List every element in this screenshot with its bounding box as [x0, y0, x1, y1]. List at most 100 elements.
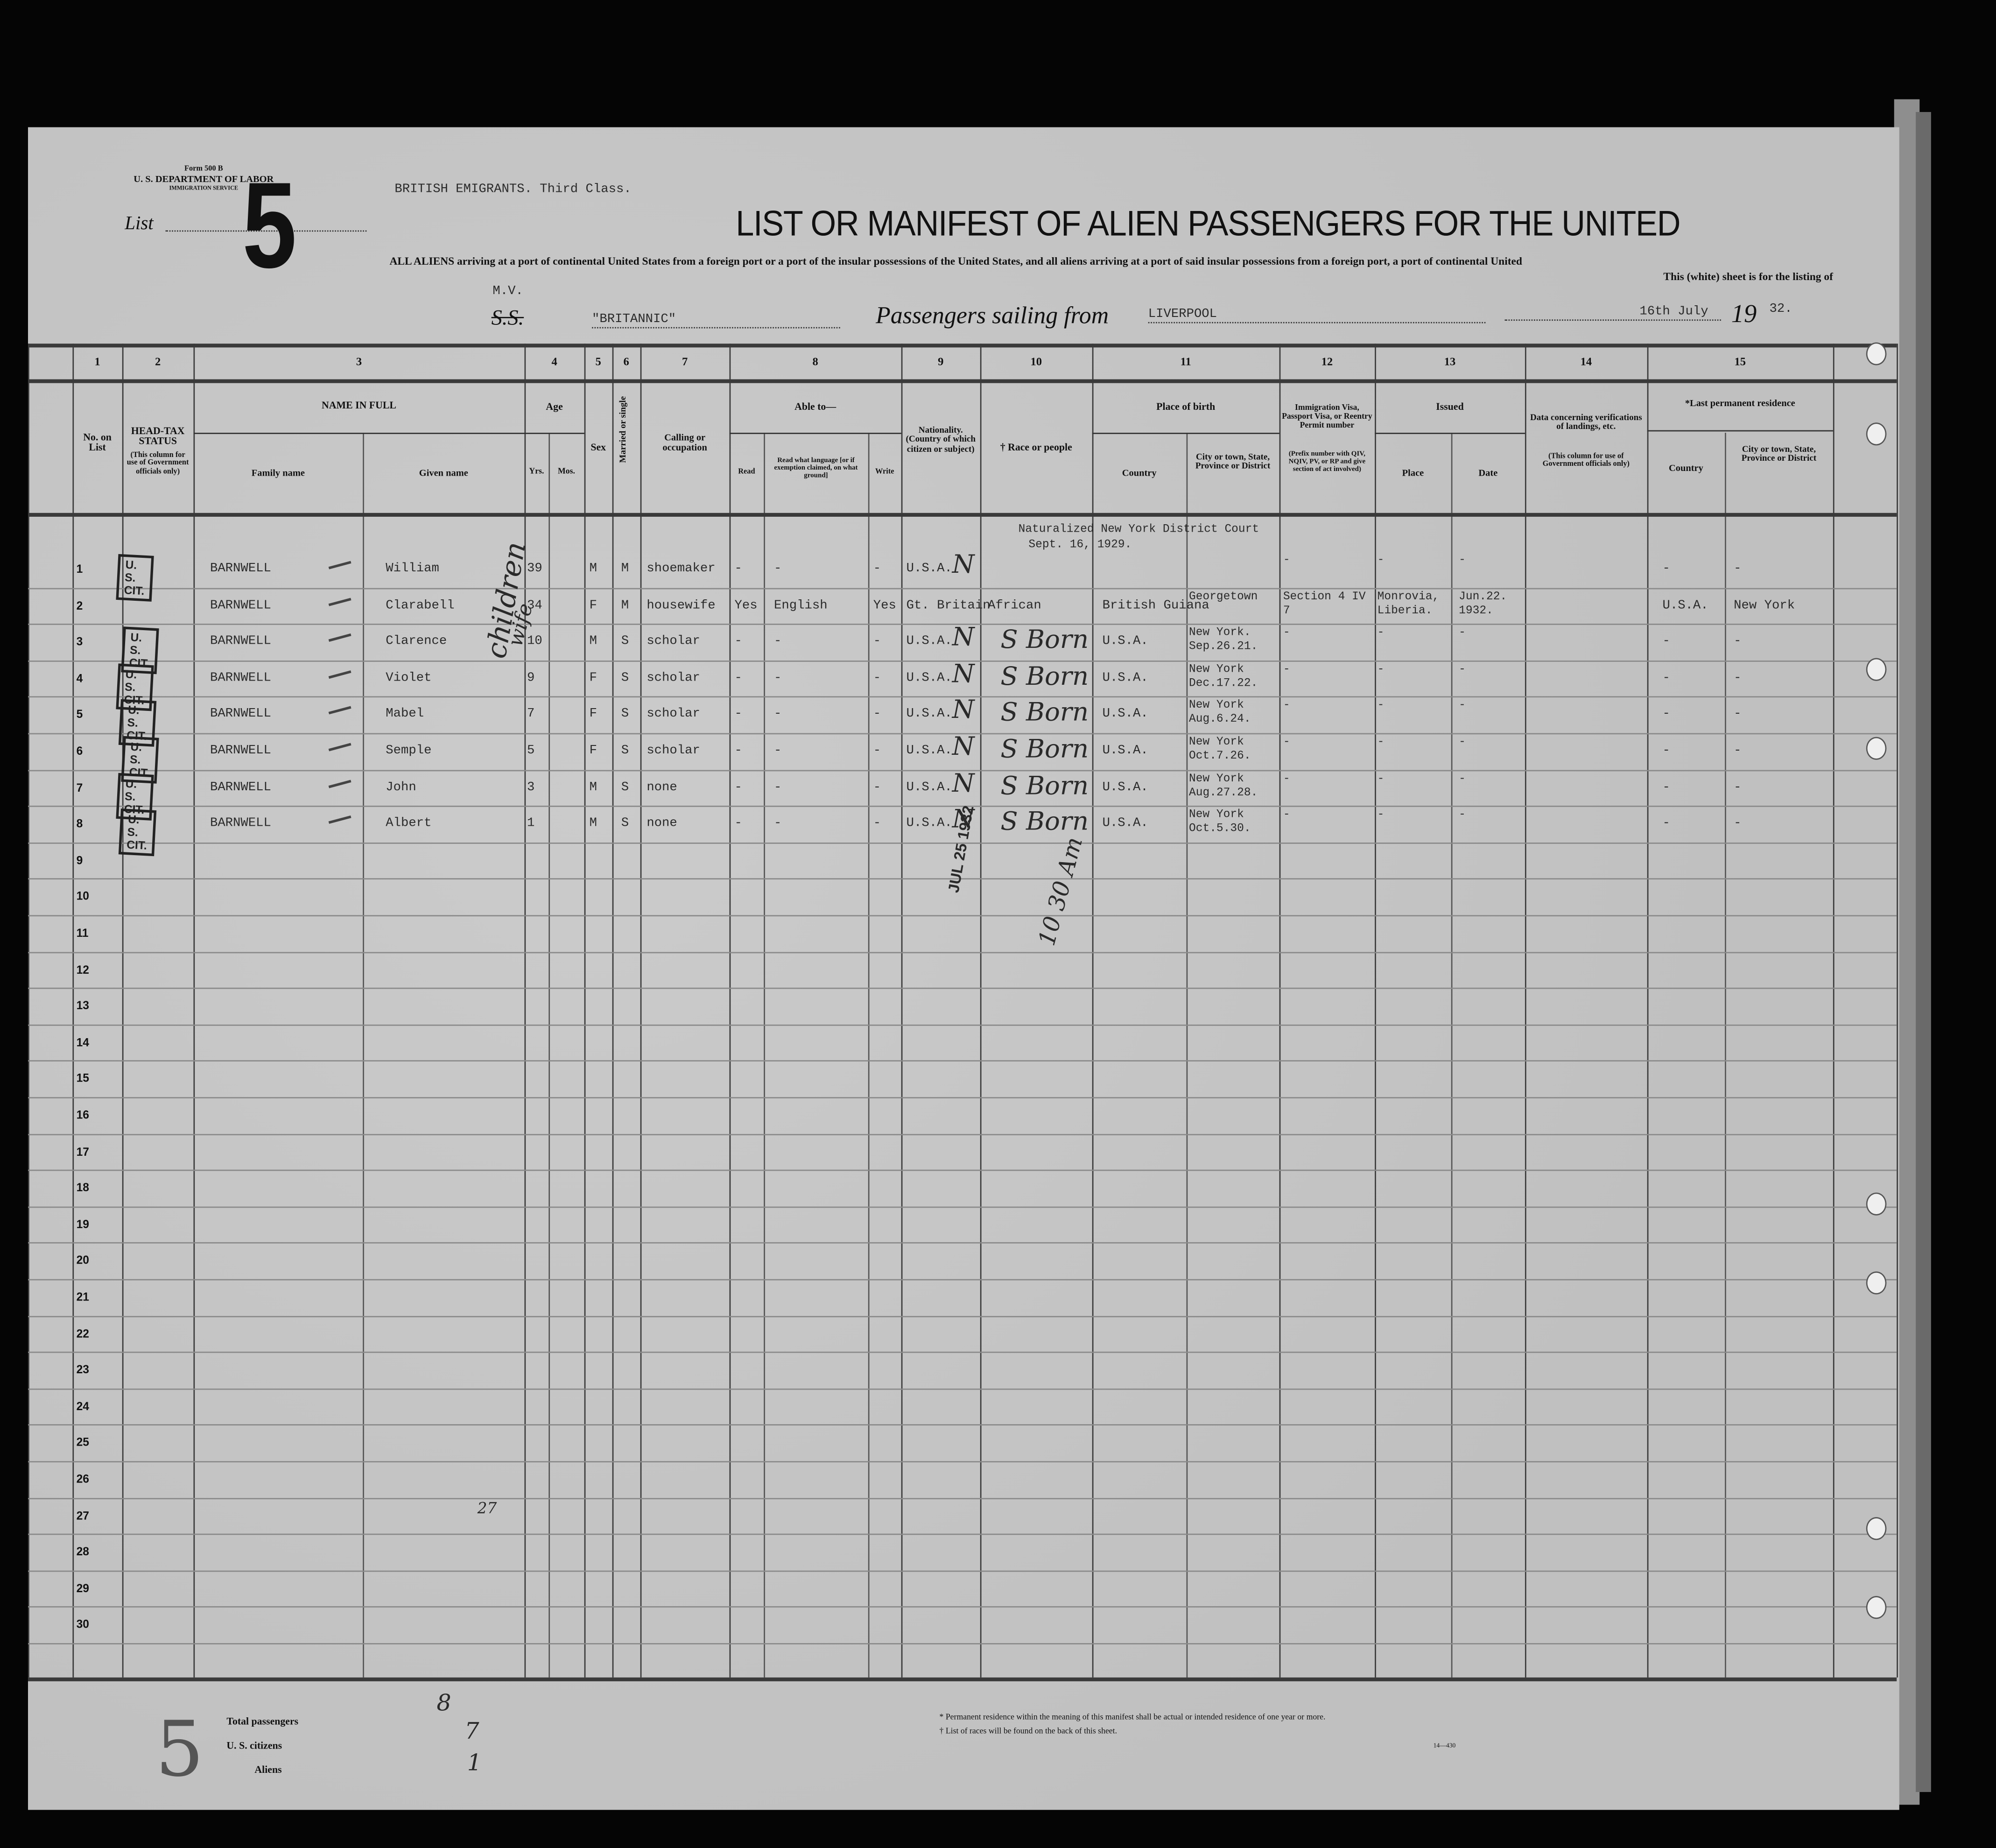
- cell-res-country: -: [1662, 562, 1670, 577]
- cell-visa: -: [1283, 772, 1290, 785]
- cell-sex: M: [589, 635, 597, 650]
- header-verif: Data concerning verifications of landing…: [1530, 412, 1642, 432]
- cell-married: M: [621, 599, 629, 613]
- header-subrule: [1647, 430, 1833, 432]
- cell-occupation: none: [647, 817, 677, 831]
- cell-family: BARNWELL: [210, 635, 271, 650]
- sailing-label: Passengers sailing from: [876, 302, 1109, 330]
- row-rule: [28, 1570, 1897, 1572]
- cell-birth-city: New York Oct.7.26.: [1189, 735, 1251, 763]
- header-birth-city: City or town, State, Province or Distric…: [1195, 451, 1271, 471]
- cell-given: Albert: [386, 817, 432, 831]
- subcolumn-divider: [868, 433, 870, 1678]
- handwritten-race-mark: S: [1000, 769, 1018, 800]
- header-able-to: Able to—: [794, 401, 836, 413]
- cell-read: -: [734, 745, 742, 759]
- cell-issued-place: -: [1377, 626, 1385, 639]
- cell-yrs: 7: [527, 708, 535, 723]
- row-number: 23: [76, 1363, 89, 1376]
- column-divider: [1647, 344, 1649, 1678]
- row-rule: [28, 1133, 1897, 1135]
- header-married: Married or single: [618, 396, 628, 463]
- cell-issued-place: -: [1377, 554, 1385, 567]
- table-rule: [28, 379, 1897, 383]
- column-number: 9: [938, 355, 944, 368]
- cell-married: S: [621, 672, 629, 686]
- header-name-in-full: NAME IN FULL: [321, 400, 396, 411]
- footnote-races: † List of races will be found on the bac…: [939, 1727, 1117, 1736]
- cell-married: S: [621, 817, 629, 831]
- subtitle-2: This (white) sheet is for the listing of: [1663, 270, 1833, 283]
- row-rule: [28, 878, 1897, 880]
- department: U. S. DEPARTMENT OF LABOR: [134, 173, 274, 185]
- handwritten-race-word: Born: [1026, 733, 1089, 764]
- punch-hole: [1866, 1192, 1887, 1216]
- cell-sex: F: [589, 599, 597, 613]
- service: IMMIGRATION SERVICE: [169, 184, 239, 191]
- cell-given: Clarence: [386, 635, 447, 650]
- cell-birth-country: U.S.A.: [1102, 672, 1148, 686]
- cell-birth-city: New York Oct.5.30.: [1189, 808, 1251, 836]
- stacked-page-edge: [1916, 112, 1931, 1792]
- cell-res-country: -: [1662, 635, 1670, 650]
- row-rule: [28, 915, 1897, 917]
- cell-write: -: [873, 562, 881, 577]
- cell-write: -: [873, 745, 881, 759]
- row-number: 12: [76, 963, 89, 976]
- cell-write: Yes: [873, 599, 896, 613]
- subcolumn-divider: [1725, 433, 1726, 1678]
- row-number: 9: [76, 853, 83, 867]
- handwritten-race-word: Born: [1026, 769, 1089, 800]
- cell-family: BARNWELL: [210, 562, 271, 577]
- cell-yrs: 1: [527, 817, 535, 831]
- total-passengers-label: Total passengers: [226, 1715, 299, 1727]
- cell-issued-date: -: [1459, 554, 1466, 567]
- header-nationality: Nationality. (Country of which citizen o…: [906, 425, 976, 454]
- header-visa: Immigration Visa, Passport Visa, or Reen…: [1282, 403, 1372, 430]
- cell-res-country: -: [1662, 745, 1670, 759]
- cell-issued-place: -: [1377, 808, 1385, 822]
- column-divider: [28, 344, 29, 1678]
- cell-given: Violet: [386, 672, 432, 686]
- handwritten-race-mark: S: [1000, 696, 1018, 727]
- header-birth-country: Country: [1122, 467, 1157, 479]
- cell-issued-place: -: [1377, 699, 1385, 712]
- header-race: † Race or people: [1000, 442, 1072, 453]
- row-rule: [28, 1097, 1897, 1099]
- row-number: 8: [76, 817, 83, 830]
- cell-birth-country: U.S.A.: [1102, 635, 1148, 650]
- row-rule: [28, 1425, 1897, 1426]
- handwritten-nat-mark: N: [952, 658, 975, 689]
- header-res-country: Country: [1668, 462, 1703, 474]
- cell-yrs: 5: [527, 745, 535, 759]
- cell-family: BARNWELL: [210, 672, 271, 686]
- cell-issued-date: -: [1459, 808, 1466, 822]
- cell-birth-country: U.S.A.: [1102, 781, 1148, 795]
- cell-read: -: [734, 562, 742, 577]
- cell-given: John: [386, 781, 416, 795]
- cell-family: BARNWELL: [210, 817, 271, 831]
- cell-res-city: -: [1734, 781, 1742, 795]
- column-divider: [729, 344, 731, 1678]
- cell-occupation: scholar: [647, 745, 700, 759]
- cell-issued-place: -: [1377, 772, 1385, 785]
- cell-visa: -: [1283, 554, 1290, 567]
- column-divider: [1833, 344, 1834, 1678]
- subcolumn-divider: [1451, 433, 1453, 1678]
- handwritten-race-mark: S: [1000, 806, 1018, 836]
- table-rule: [28, 344, 1897, 348]
- cell-res-country: -: [1662, 672, 1670, 686]
- naturalization-date: Sept. 16, 1929.: [1028, 538, 1132, 551]
- handwritten-nat-mark: N: [952, 694, 975, 725]
- cell-issued-date: -: [1459, 735, 1466, 749]
- cell-given: Semple: [386, 745, 432, 759]
- cell-birth-country: U.S.A.: [1102, 708, 1148, 723]
- subcolumn-divider: [1186, 433, 1188, 1678]
- row-number: 25: [76, 1436, 89, 1449]
- handwritten-nat-mark: N: [952, 731, 975, 761]
- page-title: LIST OR MANIFEST OF ALIEN PASSENGERS FOR…: [736, 204, 1680, 243]
- column-number: 2: [155, 355, 161, 368]
- cell-res-city: -: [1734, 635, 1742, 650]
- cell-sex: F: [589, 672, 597, 686]
- cell-married: S: [621, 635, 629, 650]
